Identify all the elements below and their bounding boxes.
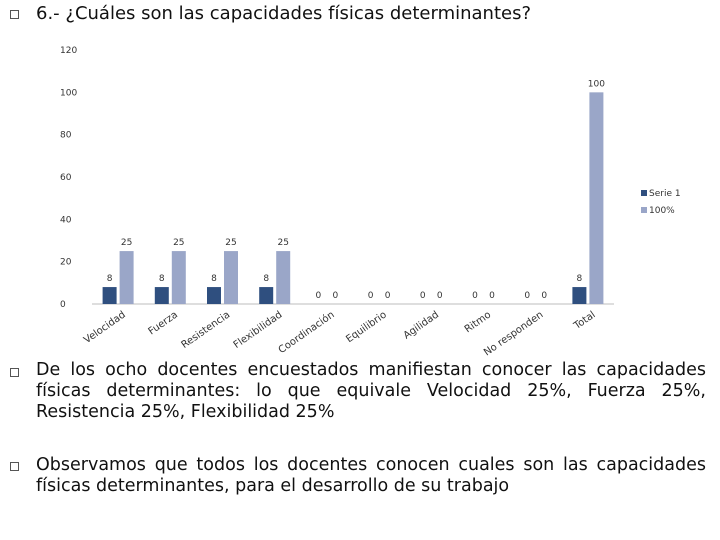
bar-value-label: 100 — [588, 79, 605, 89]
bar-value-label: 25 — [277, 238, 288, 248]
bar-100-percent — [171, 251, 186, 304]
x-tick-label: Equilibrio — [344, 309, 389, 345]
bar-value-label: 25 — [225, 238, 236, 248]
x-tick-label: Fuerza — [147, 309, 180, 337]
y-tick-label: 120 — [60, 46, 77, 56]
x-tick-label: Total — [571, 309, 597, 332]
bar-serie-1 — [154, 287, 169, 304]
x-tick-label: Agilidad — [402, 309, 441, 341]
bar-value-label: 0 — [368, 291, 374, 301]
bar-value-label: 0 — [385, 291, 391, 301]
legend-label: Serie 1 — [649, 189, 681, 199]
legend-swatch — [641, 207, 647, 213]
x-tick-label: Velocidad — [82, 309, 128, 346]
bar-100-percent — [119, 251, 134, 304]
x-tick-label: Ritmo — [463, 309, 493, 335]
bar-serie-1 — [102, 287, 117, 304]
legend: Serie 1 100% — [641, 189, 681, 216]
bar-value-label: 25 — [121, 238, 132, 248]
bar-serie-1 — [207, 287, 221, 304]
bar-100-percent — [276, 251, 291, 304]
bar-value-label: 8 — [577, 274, 583, 284]
y-tick-label: 80 — [60, 131, 72, 141]
bar-value-label: 8 — [263, 274, 269, 284]
bar-value-label: 0 — [333, 291, 339, 301]
bar-serie-1 — [572, 287, 587, 304]
y-tick-label: 100 — [60, 88, 77, 98]
paragraph-bullet-icon — [10, 462, 19, 471]
y-tick-label: 40 — [60, 215, 72, 225]
bar-value-label: 25 — [173, 238, 184, 248]
paragraph-2: Observamos que todos los docentes conoce… — [36, 455, 706, 496]
paragraph-1: De los ocho docentes encuestados manifie… — [36, 360, 706, 422]
bars: 8 25 8 25 8 25 8 25 0 0 0 0 0 0 0 0 0 0 8 100 — [102, 79, 605, 304]
bar-value-label: 0 — [437, 291, 443, 301]
y-tick-label: 0 — [60, 300, 66, 310]
x-tick-label: Resistencia — [179, 309, 232, 351]
bar-value-label: 0 — [541, 291, 547, 301]
legend-swatch — [641, 190, 647, 196]
x-tick-label: Flexibilidad — [232, 309, 285, 351]
page-title: 6.- ¿Cuáles son las capacidades físicas … — [36, 3, 532, 24]
paragraph-bullet-icon — [10, 368, 19, 377]
x-axis-labels: Velocidad Fuerza Resistencia FlexibilidadCo… — [82, 309, 598, 359]
bar-value-label: 0 — [524, 291, 530, 301]
bar-value-label: 8 — [107, 274, 113, 284]
y-tick-label: 20 — [60, 258, 72, 268]
bar-value-label: 0 — [489, 291, 495, 301]
y-axis: 0 20 40 60 80 100 120 — [60, 46, 77, 310]
bar-value-label: 8 — [159, 274, 165, 284]
bar-serie-1 — [259, 287, 274, 304]
y-tick-label: 60 — [60, 173, 72, 183]
bar-value-label: 0 — [316, 291, 322, 301]
heading-bullet-icon — [10, 10, 19, 19]
x-tick-label: Coordinación — [276, 309, 337, 356]
bar-value-label: 0 — [472, 291, 478, 301]
bar-value-label: 8 — [211, 274, 217, 284]
bar-100-percent — [589, 92, 604, 304]
bar-value-label: 0 — [420, 291, 426, 301]
bar-chart: 0 20 40 60 80 100 120 8 25 8 25 8 25 8 25 0 0 0 0 0 0 0 0 0 0 8 1… — [60, 46, 681, 359]
legend-label: 100% — [649, 206, 675, 216]
bar-100-percent — [224, 251, 238, 304]
